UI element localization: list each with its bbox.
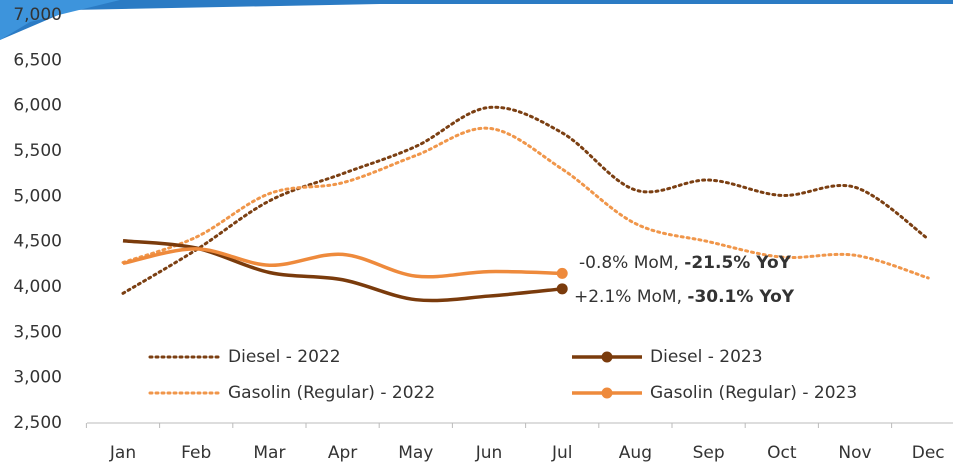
x-tick-label: Nov xyxy=(838,443,871,463)
legend-marker xyxy=(601,351,613,363)
annotation-text: -0.8% MoM, xyxy=(579,253,684,273)
x-tick-label: Dec xyxy=(912,443,945,463)
end-marker xyxy=(556,283,568,295)
y-tick-label: 3,500 xyxy=(13,322,62,342)
y-tick-label: 3,000 xyxy=(13,368,62,388)
x-tick-label: Sep xyxy=(693,443,725,463)
y-tick-label: 5,000 xyxy=(13,186,62,206)
y-tick-label: 6,000 xyxy=(13,96,62,116)
x-tick-label: Jun xyxy=(475,443,503,463)
legend-label: Diesel - 2022 xyxy=(228,347,341,367)
y-tick-label: 6,500 xyxy=(13,50,62,70)
legend-label: Gasolin (Regular) - 2022 xyxy=(228,383,435,403)
x-tick-label: Apr xyxy=(328,443,357,463)
annotation-text: +2.1% MoM, xyxy=(574,287,687,307)
header-decoration xyxy=(0,0,953,40)
legend-marker xyxy=(601,387,613,399)
annotation-bold: -30.1% YoY xyxy=(687,287,794,307)
y-tick-label: 2,500 xyxy=(13,413,62,433)
x-tick-label: May xyxy=(398,443,433,463)
y-tick-label: 4,500 xyxy=(13,232,62,252)
x-tick-label: Oct xyxy=(767,443,797,463)
y-tick-label: 4,000 xyxy=(13,277,62,297)
y-tick-label: 5,500 xyxy=(13,141,62,161)
annotation: -0.8% MoM, -21.5% YoY xyxy=(579,253,792,273)
series-line xyxy=(121,126,930,280)
annotation-bold: -21.5% YoY xyxy=(684,253,791,273)
legend-label: Diesel - 2023 xyxy=(650,347,763,367)
x-tick-label: Jan xyxy=(109,443,136,463)
x-tick-label: Mar xyxy=(253,443,285,463)
x-tick-label: Jul xyxy=(551,443,573,463)
x-tick-label: Aug xyxy=(619,443,652,463)
x-tick-label: Feb xyxy=(181,443,211,463)
end-marker xyxy=(556,267,568,279)
header-decoration xyxy=(0,0,120,40)
y-tick-label: 7,000 xyxy=(13,5,62,25)
annotation: +2.1% MoM, -30.1% YoY xyxy=(574,287,795,307)
series-line xyxy=(121,105,930,295)
legend-label: Gasolin (Regular) - 2023 xyxy=(650,383,857,403)
series-line xyxy=(122,247,563,279)
